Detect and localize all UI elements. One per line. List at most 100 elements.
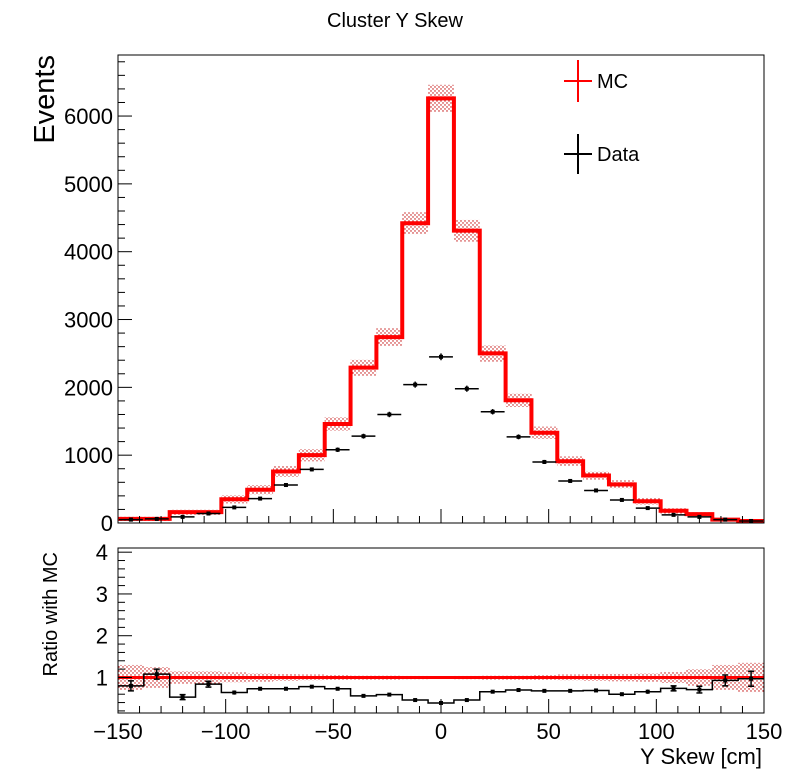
data-point <box>248 496 273 501</box>
data-point <box>609 497 634 502</box>
ratio-point <box>619 692 624 697</box>
ratio-point <box>335 686 340 691</box>
top-y-tick-label: 0 <box>101 511 113 536</box>
data-point-marker <box>335 447 340 452</box>
ratio-point <box>283 686 288 691</box>
legend: MC Data <box>564 60 640 174</box>
data-point <box>403 381 428 388</box>
ratio-point <box>594 688 599 693</box>
bottom-x-ticks: −150 −100 −50 0 50 100 150 <box>93 699 782 744</box>
ratio-point-marker <box>180 695 185 700</box>
chart-title: Cluster Y Skew <box>327 10 464 32</box>
ratio-point-marker <box>749 676 754 681</box>
data-point <box>351 433 376 439</box>
data-point-marker <box>568 478 573 483</box>
ratio-point <box>361 693 366 698</box>
top-x-ticks <box>117 509 765 523</box>
ratio-point-marker <box>335 686 340 691</box>
ratio-point <box>748 670 755 688</box>
data-point-marker <box>671 512 676 517</box>
ratio-point <box>413 698 418 703</box>
data-point <box>480 409 505 415</box>
top-y-tick-label: 6000 <box>64 104 113 129</box>
data-point-marker <box>749 518 754 523</box>
ratio-point <box>309 684 314 689</box>
data-point-marker <box>232 505 237 510</box>
data-point <box>299 467 324 472</box>
legend-label-data: Data <box>597 144 640 166</box>
ratio-point-marker <box>490 689 495 694</box>
ratio-point-marker <box>361 693 366 698</box>
data-points <box>119 353 763 523</box>
data-point <box>739 518 763 523</box>
ratio-point-marker <box>232 690 237 695</box>
ratio-point <box>645 689 650 694</box>
data-point <box>635 506 660 511</box>
data-point-marker <box>361 434 366 439</box>
bottom-y-tick-label: 4 <box>96 540 108 565</box>
ratio-point <box>490 689 495 694</box>
ratio-point-marker <box>619 692 624 697</box>
data-point-marker <box>594 488 599 493</box>
legend-label-mc: MC <box>597 71 628 93</box>
x-tick-label: −50 <box>315 719 352 744</box>
legend-item-data: Data <box>564 134 640 174</box>
ratio-point-marker <box>206 682 211 687</box>
ratio-point-marker <box>154 672 159 677</box>
ratio-point-marker <box>309 684 314 689</box>
x-axis-label: Y Skew [cm] <box>640 744 762 769</box>
data-point <box>325 447 350 452</box>
data-point-marker <box>645 506 650 511</box>
ratio-point-marker <box>464 698 469 703</box>
data-point <box>584 488 608 493</box>
x-tick-label: 100 <box>638 719 675 744</box>
bottom-y-ticks: 1 2 3 4 <box>96 540 132 712</box>
ratio-point <box>232 690 237 695</box>
data-point <box>196 511 221 516</box>
ratio-point <box>722 674 729 687</box>
mc-histogram-line <box>118 96 764 523</box>
data-point-marker <box>542 459 547 464</box>
ratio-point-marker <box>697 687 702 692</box>
data-point <box>661 512 686 517</box>
ratio-point <box>516 688 521 693</box>
data-point-marker <box>258 496 263 501</box>
data-point-marker <box>206 511 211 516</box>
ratio-point-marker <box>542 688 547 693</box>
ratio-point-marker <box>283 686 288 691</box>
data-point <box>506 434 531 440</box>
main-histogram-panel: 0 1000 2000 3000 4000 5000 6000 Events <box>29 54 765 536</box>
ratio-point-marker <box>568 688 573 693</box>
data-point-marker <box>439 354 443 359</box>
data-point <box>119 517 143 522</box>
ratio-point <box>542 688 547 693</box>
top-y-tick-label: 4000 <box>64 240 113 265</box>
data-point <box>377 411 402 418</box>
x-tick-label: −100 <box>201 719 251 744</box>
mc-uncertainty-band <box>118 84 764 523</box>
top-y-tick-label: 5000 <box>64 172 113 197</box>
bottom-y-tick-label: 1 <box>96 665 108 690</box>
ratio-point-marker <box>516 688 521 693</box>
data-point-marker <box>516 434 521 439</box>
data-point-marker <box>309 467 314 472</box>
ratio-point <box>670 685 677 692</box>
data-point-marker <box>490 409 495 414</box>
data-point-marker <box>154 516 159 521</box>
data-point-marker <box>723 517 728 522</box>
legend-item-mc: MC <box>564 60 628 102</box>
data-point-marker <box>128 517 133 522</box>
ratio-point-marker <box>387 692 392 697</box>
ratio-point <box>127 680 134 692</box>
ratio-point-marker <box>258 686 263 691</box>
data-point <box>713 517 738 522</box>
ratio-point-marker <box>671 686 676 691</box>
ratio-point <box>179 693 186 701</box>
data-point <box>144 516 169 521</box>
data-point-marker <box>283 483 288 488</box>
data-point-marker <box>413 382 418 387</box>
bottom-y-axis-label: Ratio with MC <box>40 552 62 676</box>
x-tick-label: −150 <box>93 719 143 744</box>
ratio-point <box>153 668 160 680</box>
